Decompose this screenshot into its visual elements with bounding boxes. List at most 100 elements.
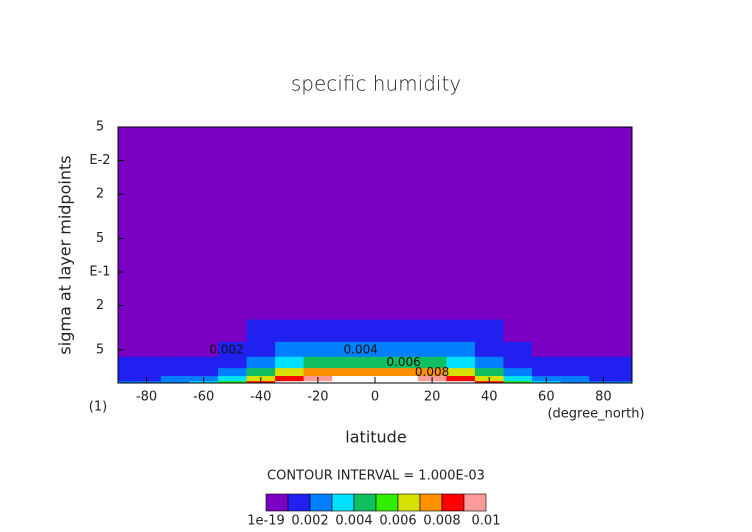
contour-cell [332,242,362,290]
contour-cell [118,127,133,188]
contour-cell [303,242,333,290]
contour-cell [617,380,633,384]
colorbar-swatch [375,493,399,512]
x-tick-label: 20 [424,390,441,405]
contour-cell [118,375,133,382]
contour-cell [189,356,219,369]
contour-cell [360,242,390,290]
contour-cell [389,367,419,377]
contour-cell [389,356,419,369]
contour-cell [160,242,190,290]
contour-cell [503,242,533,290]
contour-cell [132,288,162,320]
contour-cell [217,356,247,369]
contour-cell [160,341,190,357]
contour-cell [503,288,533,320]
y-tick-label: E-1 [89,265,110,280]
contour-cell [417,367,447,377]
colorbar-swatch [287,493,311,512]
contour-interval: CONTOUR INTERVAL = 1.000E-03 [267,469,485,484]
contour-label: 0.008 [415,365,449,379]
contour-cell [160,375,190,382]
contour-cell [560,288,590,320]
contour-cell [389,187,419,244]
contour-cell [417,341,447,357]
contour-cell [217,375,247,382]
contour-cell [160,187,190,244]
contour-cell [275,127,305,188]
contour-cell [417,356,447,369]
contour-cell [532,187,562,244]
contour-cell [275,341,305,357]
contour-cell [160,288,190,320]
contour-cell [275,375,305,382]
contour-cell [118,341,133,357]
contour-cell [474,356,504,369]
contour-cell [332,356,362,369]
contour-cell [360,356,390,369]
contour-cell [446,375,476,382]
contour-cell [560,187,590,244]
contour-cell [217,187,247,244]
y-tick-label: E-2 [89,153,110,168]
contour-cell [589,356,619,369]
contour-cell [589,242,619,290]
contour-cell [532,127,562,188]
contour-cell [617,319,633,342]
y-tick-label: 2 [96,298,104,313]
colorbar-label: 0.006 [379,514,416,529]
contour-cell [589,127,619,188]
contour-cell [246,356,276,369]
contour-cell [389,375,419,382]
contour-cell [389,380,419,384]
colorbar-swatch [309,493,333,512]
contour-cell [217,242,247,290]
contour-cell [503,341,533,357]
colorbar-swatch [463,493,487,512]
contour-cell [617,288,633,320]
contour-cell [303,288,333,320]
contour-cell [503,127,533,188]
contour-cell [246,127,276,188]
contour-cell [474,319,504,342]
contour-cell [217,367,247,377]
contour-cell [446,341,476,357]
contour-cell [332,375,362,382]
contour-cell [189,319,219,342]
x-tick-label: -60 [193,390,214,405]
contour-cell [474,367,504,377]
contour-cell [332,319,362,342]
colorbar-label: 0.004 [335,514,372,529]
contour-cell [275,187,305,244]
contour-cell [332,341,362,357]
contour-cell [118,319,133,342]
contour-cell [246,367,276,377]
contour-cell [275,288,305,320]
contour-cell [417,288,447,320]
y-tick-label: 5 [96,120,104,135]
contour-cell [474,127,504,188]
contour-cell [132,319,162,342]
contour-cell [217,127,247,188]
contour-cell [132,356,162,369]
contour-cell [332,288,362,320]
y-unit: (1) [89,400,107,415]
contour-cell [275,380,305,384]
colorbar-label: 0.008 [423,514,460,529]
contour-cell [417,319,447,342]
contour-cell [589,319,619,342]
contour-cell [118,356,133,369]
contour-cell [532,242,562,290]
contour-cell [503,375,533,382]
contour-cell [132,187,162,244]
contour-cell [332,367,362,377]
contour-cell [303,341,333,357]
contour-cell [503,380,533,384]
contour-cell [160,380,190,384]
contour-cell [560,319,590,342]
contour-cell [446,127,476,188]
contour-cell [303,187,333,244]
contour-cell [360,187,390,244]
colorbar-swatch [419,493,443,512]
